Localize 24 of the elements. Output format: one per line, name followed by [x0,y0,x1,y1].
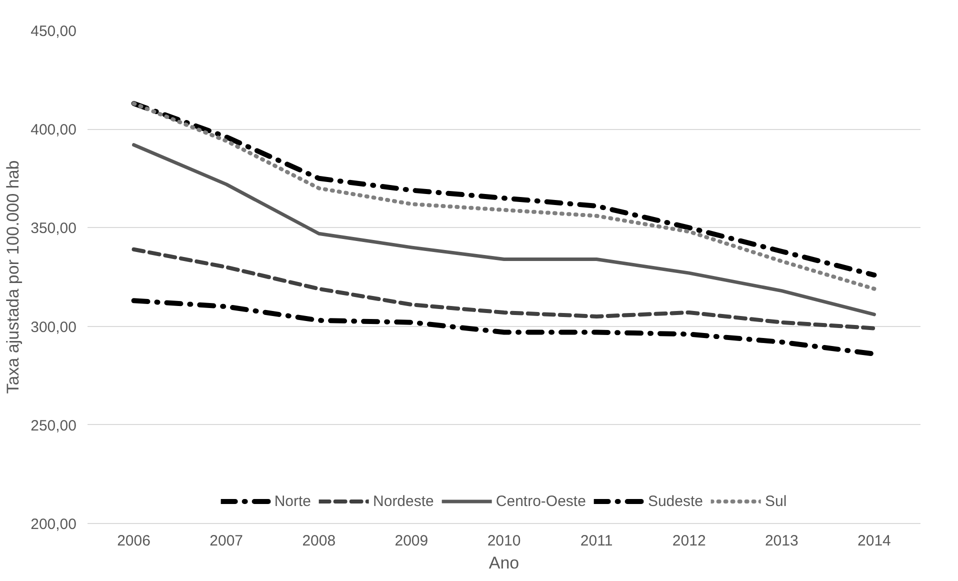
legend-label: Sul [764,492,787,510]
y-tick-label: 400,00 [30,122,77,139]
x-tick-label: 2009 [394,532,428,550]
x-tick-label: 2013 [764,532,798,550]
y-axis-title: Taxa ajustada por 100.000 hab [4,160,23,394]
x-tick-label: 2011 [580,532,613,550]
y-tick-label: 350,00 [30,220,77,238]
y-tick-label: 250,00 [30,417,77,434]
line-series [132,247,876,330]
line-series [132,143,876,316]
x-tick-label: 2008 [302,532,336,550]
x-tick-label: 2007 [210,532,244,550]
x-tick-label: 2014 [858,532,891,550]
y-tick-label: 300,00 [30,318,77,336]
legend-label: Norte [274,492,312,510]
x-tick-label: 2012 [672,532,706,550]
legend-label: Centro-Oeste [496,492,586,510]
x-axis-title: Ano [488,554,520,572]
y-tick-label: 200,00 [30,516,77,533]
y-tick-label: 450,00 [30,23,77,40]
legend-label: Sudeste [648,492,703,510]
legend-label: Nordeste [373,492,434,510]
x-tick-label: 2006 [117,532,150,550]
x-tick-label: 2010 [487,532,521,550]
